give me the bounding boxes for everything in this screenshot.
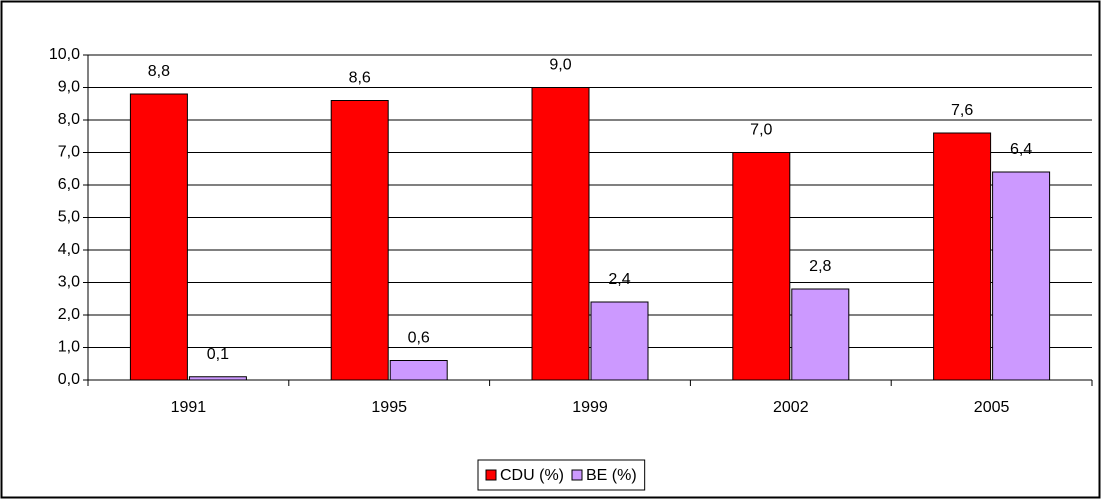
x-tick-label: 1995 [371,399,407,416]
y-tick-label: 5,0 [58,209,80,226]
y-tick-label: 10,0 [49,46,80,63]
bar [992,171,1051,381]
data-label: 2,8 [809,258,831,275]
data-label: 6,4 [1010,141,1032,158]
bar [330,100,389,381]
y-tick-label: 9,0 [58,79,80,96]
data-label: 2,4 [608,271,630,288]
y-tick-label: 4,0 [58,241,80,258]
data-label: 9,0 [549,57,571,74]
y-tick-label: 3,0 [58,274,80,291]
data-label: 0,1 [207,346,229,363]
y-tick-label: 2,0 [58,306,80,323]
y-tick-label: 7,0 [58,144,80,161]
bar [933,132,992,381]
bar [531,87,590,381]
data-label: 0,6 [408,330,430,347]
legend-box [477,459,646,491]
legend-label: BE (%) [586,467,637,484]
legend-swatch [485,469,497,481]
bar [590,301,649,381]
data-label: 8,8 [148,63,170,80]
bar [732,152,791,381]
legend-swatch [571,469,583,481]
y-tick-label: 0,0 [58,371,80,388]
x-tick-label: 1999 [572,399,608,416]
legend-label: CDU (%) [500,467,564,484]
data-label: 7,0 [750,122,772,139]
data-label: 7,6 [951,102,973,119]
bar [129,93,188,381]
y-tick-label: 8,0 [58,111,80,128]
bar [791,288,850,381]
y-tick-label: 6,0 [58,176,80,193]
y-tick-label: 1,0 [58,339,80,356]
legend: CDU (%) BE (%) [477,459,646,491]
x-tick-label: 2002 [773,399,809,416]
x-tick-label: 1991 [171,399,207,416]
bar [389,360,448,381]
x-tick-label: 2005 [974,399,1010,416]
data-label: 8,6 [349,70,371,87]
bar [188,376,247,381]
